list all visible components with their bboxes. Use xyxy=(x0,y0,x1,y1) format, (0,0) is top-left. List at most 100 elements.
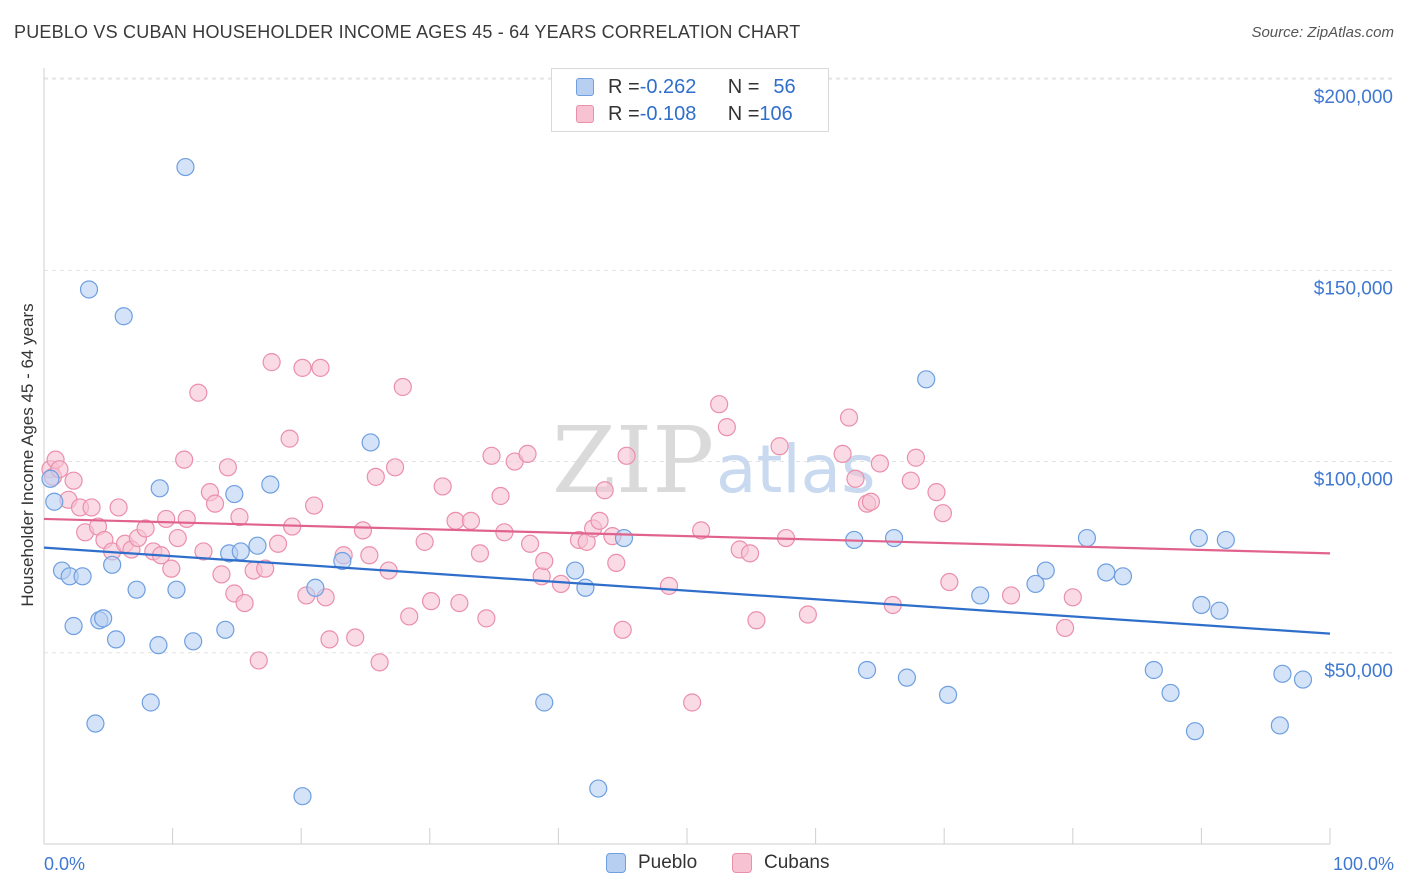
cubans-point xyxy=(400,607,419,626)
pueblo-point xyxy=(293,787,312,806)
cubans-swatch xyxy=(576,105,594,123)
pueblo-point xyxy=(535,693,554,712)
trend-lines xyxy=(43,517,1331,635)
pueblo-point xyxy=(884,528,904,548)
watermark-text: atlas xyxy=(716,431,876,508)
bottom-legend-cubans: Cubans xyxy=(732,852,830,874)
pueblo-point xyxy=(216,620,235,639)
y-axis-label: Householder Income Ages 45 - 64 years xyxy=(18,303,37,607)
pueblo-point xyxy=(114,307,133,326)
legend-row-cubans: R = -0.108 N = 106 xyxy=(576,102,793,126)
cubans-point xyxy=(262,353,281,372)
legend-r-label: R = xyxy=(608,102,640,125)
cubans-point xyxy=(320,630,339,649)
pueblo-point xyxy=(64,616,83,636)
cubans-point xyxy=(846,469,865,488)
cubans-point xyxy=(518,444,537,464)
y-tick-label: $50,000 xyxy=(1324,661,1393,682)
cubans-point xyxy=(311,358,330,377)
cubans-point xyxy=(551,574,571,594)
cubans-point xyxy=(162,559,181,578)
tick-labels: $50,000 $100,000 $150,000 $200,000 0.0% 100.0… xyxy=(44,87,1394,874)
cubans-point xyxy=(1001,586,1021,605)
cubans-point xyxy=(870,454,890,473)
cubans-point xyxy=(613,620,632,639)
cubans-point xyxy=(189,383,208,402)
cubans-point xyxy=(235,593,254,613)
pueblo-swatch xyxy=(576,78,594,96)
y-tick-label: $150,000 xyxy=(1314,278,1393,299)
pueblo-point xyxy=(1216,530,1235,550)
pueblo-point xyxy=(1036,561,1055,580)
pueblo-point xyxy=(917,370,936,389)
cubans-point xyxy=(595,481,614,500)
legend-r-label: R = xyxy=(608,75,640,98)
cubans-point xyxy=(168,528,187,548)
pueblo-point xyxy=(45,492,64,511)
pueblo-point xyxy=(149,636,168,655)
cubans-point xyxy=(747,611,766,630)
pueblo-trend-line xyxy=(43,546,1331,635)
pueblo-point xyxy=(248,536,267,555)
cubans-point xyxy=(280,429,299,448)
x-tick-label: 0.0% xyxy=(44,854,85,874)
pueblo-point xyxy=(73,567,92,586)
pueblo-point xyxy=(361,433,380,452)
pueblo-point xyxy=(614,528,634,548)
cubans-point xyxy=(385,458,405,477)
pueblo-point xyxy=(1192,595,1211,615)
cubans-point xyxy=(470,544,490,563)
cubans-point xyxy=(64,471,83,490)
y-tick-label: $100,000 xyxy=(1314,470,1393,491)
axes xyxy=(43,68,1331,845)
pueblo-point xyxy=(971,586,990,605)
cubans-trend-line xyxy=(43,517,1331,555)
cubans-point xyxy=(393,377,412,397)
pueblo-point xyxy=(1189,528,1208,548)
cubans-point xyxy=(692,521,711,540)
cubans-point xyxy=(461,511,481,530)
cubans-point xyxy=(175,450,194,469)
pueblo-point xyxy=(231,542,250,561)
cubans-point xyxy=(249,651,268,670)
cubans-point xyxy=(157,509,176,529)
cubans-point xyxy=(346,628,365,647)
cubans-point xyxy=(535,551,554,571)
cubans-point xyxy=(446,511,465,530)
pueblo-point xyxy=(150,479,169,498)
y-tick-label: $200,000 xyxy=(1314,87,1393,108)
cubans-point xyxy=(901,471,920,490)
cubans-point xyxy=(212,565,231,584)
cubans-point xyxy=(798,605,817,624)
pueblo-point xyxy=(1270,716,1289,735)
cubans-point xyxy=(433,477,452,496)
pueblo-point xyxy=(576,578,595,597)
cubans-point xyxy=(82,498,101,517)
pueblo-point xyxy=(94,609,113,628)
x-tick-label: 100.0% xyxy=(1333,854,1394,874)
cubans-point xyxy=(109,498,128,517)
cubans-point xyxy=(617,446,636,465)
pueblo-point xyxy=(1113,567,1133,586)
pueblo-point xyxy=(1161,683,1180,703)
cubans-legend-label: Cubans xyxy=(764,852,830,873)
pueblo-point xyxy=(1293,670,1313,689)
cubans-point xyxy=(833,444,852,464)
cubans-point xyxy=(683,693,702,712)
legend-n-value: 56 xyxy=(773,75,796,98)
pueblo-point xyxy=(897,668,917,687)
pueblo-point xyxy=(938,685,958,704)
cubans-point xyxy=(194,542,213,561)
pueblo-point xyxy=(1185,722,1205,741)
pueblo-point xyxy=(103,555,122,574)
cubans-point xyxy=(482,446,501,465)
cubans-point xyxy=(710,395,729,414)
pueblo-point xyxy=(41,469,60,488)
cubans-point xyxy=(770,437,789,456)
pueblo-point xyxy=(1026,574,1045,594)
cubans-point xyxy=(136,519,155,538)
legend-n-label: N = xyxy=(727,75,760,98)
cubans-point xyxy=(450,593,469,613)
cubans-point xyxy=(205,494,225,513)
